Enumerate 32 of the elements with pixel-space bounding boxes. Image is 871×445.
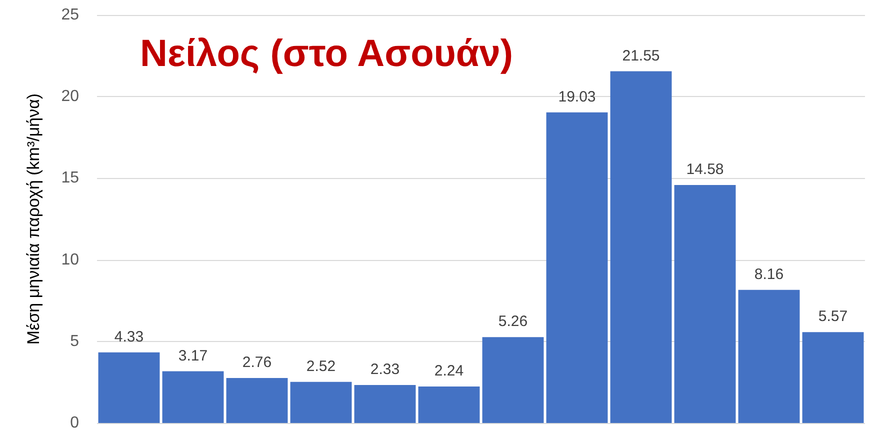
bar xyxy=(98,352,160,423)
data-label: 19.03 xyxy=(558,88,596,106)
bar xyxy=(482,337,544,423)
data-label: 5.26 xyxy=(498,313,528,330)
bar xyxy=(802,332,864,423)
data-label: 2.52 xyxy=(306,358,336,375)
bar xyxy=(162,371,224,423)
data-label: 3.17 xyxy=(178,347,208,364)
data-label: 21.55 xyxy=(622,47,660,64)
bar xyxy=(290,382,352,423)
text: Νείλος (στο Ασουάν) xyxy=(140,33,514,75)
bar xyxy=(418,386,480,423)
data-label: 8.16 xyxy=(754,266,784,283)
bar xyxy=(738,290,800,423)
y-tick-label: 0 xyxy=(70,414,80,432)
y-tick-label: 15 xyxy=(61,170,80,187)
data-label: 4.33 xyxy=(114,328,144,346)
bar xyxy=(674,185,736,423)
bar xyxy=(546,112,608,423)
y-tick-label: 10 xyxy=(61,251,80,268)
data-label: 2.33 xyxy=(370,360,400,378)
bar xyxy=(354,384,416,423)
bar xyxy=(610,71,672,423)
data-label: 14.58 xyxy=(686,161,724,178)
y-tick-label: 20 xyxy=(61,88,80,106)
y-axis-title: Μέση μηνιαία παροχή (km³/μήνα) xyxy=(24,93,43,345)
data-label: 2.76 xyxy=(242,354,272,371)
y-tick-label: 5 xyxy=(70,332,80,350)
data-label: 5.57 xyxy=(818,308,848,326)
data-label: 2.24 xyxy=(434,362,464,380)
y-tick-label: 25 xyxy=(61,6,80,24)
bar xyxy=(226,378,288,423)
